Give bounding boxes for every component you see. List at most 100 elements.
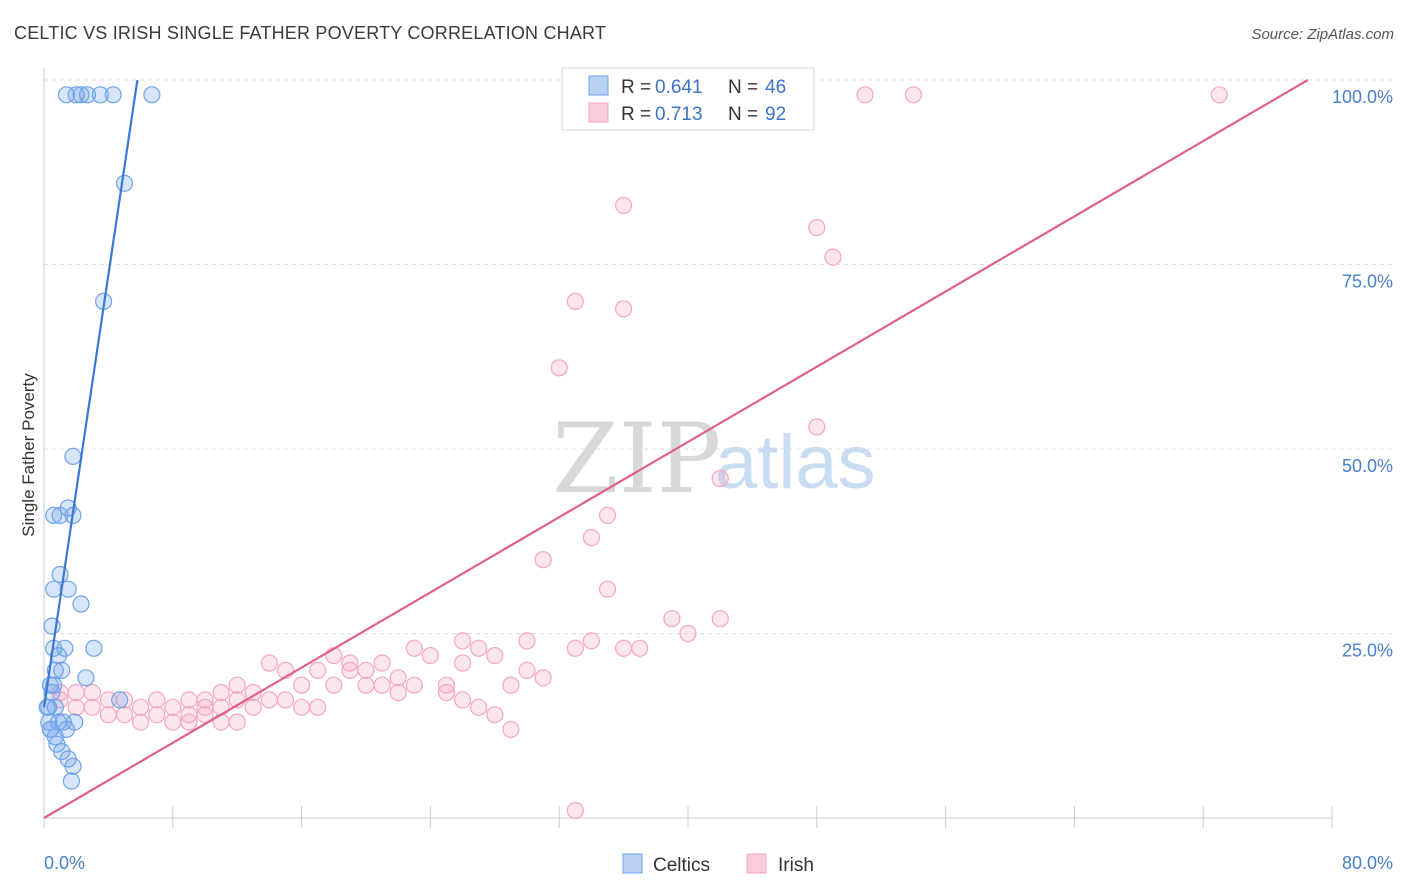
- watermark: ZIP atlas: [552, 403, 876, 515]
- irish-point-24: [470, 639, 488, 657]
- watermark-atlas: atlas: [715, 420, 876, 505]
- irish-point-46: [437, 676, 456, 694]
- celtics-point-16: [45, 580, 63, 598]
- irish-point-8: [808, 219, 826, 237]
- legend-r-value-1: 0.641: [655, 77, 703, 98]
- irish-point-74: [83, 683, 101, 702]
- celtics-point-17: [72, 595, 90, 613]
- y-tick-label-0: 25.0%: [1342, 641, 1393, 661]
- y-tick-label-3: 100.0%: [1332, 87, 1393, 107]
- irish-point-66: [180, 691, 198, 709]
- celtics-point-11: [45, 506, 63, 525]
- irish-point-17: [534, 551, 552, 569]
- irish-point-33: [373, 654, 391, 672]
- celtics-trend-line: [42, 79, 139, 708]
- irish-point-25: [405, 639, 423, 657]
- celtics-point-12: [51, 506, 69, 525]
- legend-r-label-1: R =: [621, 77, 651, 98]
- irish-point-81: [180, 713, 198, 731]
- celtics-point-3: [78, 86, 97, 104]
- irish-point-42: [518, 661, 536, 680]
- bottom-legend-swatch-irish: [746, 853, 767, 874]
- irish-point-5: [904, 86, 923, 104]
- irish-point-82: [196, 706, 214, 724]
- irish-point-65: [212, 698, 230, 716]
- irish-point-29: [631, 639, 649, 657]
- irish-point-54: [470, 698, 488, 716]
- irish-point-52: [437, 683, 456, 702]
- irish-point-34: [454, 654, 472, 672]
- legend-n-label-2: N =: [728, 104, 758, 125]
- irish-point-85: [148, 706, 166, 724]
- irish-point-55: [228, 676, 246, 694]
- irish-point-44: [373, 676, 391, 694]
- celtics-point-25: [77, 669, 95, 687]
- irish-point-51: [389, 683, 407, 702]
- irish-point-40: [357, 661, 375, 680]
- irish-point-38: [309, 661, 327, 680]
- irish-point-60: [309, 698, 327, 716]
- irish-point-56: [244, 683, 262, 702]
- irish-point-75: [67, 683, 85, 702]
- irish-point-79: [132, 713, 150, 731]
- legend-r-value-2: 0.713: [655, 104, 703, 125]
- celtics-point-21: [85, 639, 103, 657]
- irish-point-22: [454, 632, 472, 650]
- irish-point-41: [389, 669, 407, 687]
- irish-point-91: [566, 801, 584, 820]
- irish-point-87: [67, 698, 85, 716]
- irish-point-70: [148, 691, 166, 709]
- celtics-point-29: [111, 691, 129, 709]
- irish-point-16: [582, 528, 601, 547]
- legend-swatch-irish: [588, 102, 609, 123]
- x-tick-label-1: 80.0%: [1342, 853, 1393, 873]
- celtics-point-44: [62, 772, 81, 790]
- irish-point-26: [566, 639, 584, 657]
- irish-point-6: [1210, 86, 1228, 104]
- irish-point-47: [502, 676, 520, 694]
- legend-n-value-1: 46: [765, 77, 786, 98]
- irish-point-43: [534, 669, 552, 687]
- irish-point-28: [614, 639, 633, 657]
- y-axis-label: Single Father Poverty: [19, 373, 38, 537]
- irish-point-36: [260, 654, 278, 672]
- bottom-legend-label-irish: Irish: [778, 855, 814, 876]
- irish-point-53: [454, 691, 472, 709]
- legend-r-label-2: R =: [621, 104, 651, 125]
- irish-point-21: [679, 624, 697, 643]
- irish-point-89: [486, 706, 504, 724]
- celtics-point-7: [115, 174, 134, 192]
- celtics-point-5: [104, 86, 122, 104]
- irish-point-15: [598, 506, 617, 525]
- watermark-zip: ZIP: [552, 403, 721, 515]
- irish-point-58: [276, 691, 295, 709]
- legend: R = 0.641 N = 46 R = 0.713 N = 92: [561, 67, 815, 131]
- celtics-point-43: [57, 720, 76, 739]
- irish-point-86: [99, 706, 118, 724]
- irish-point-48: [293, 676, 311, 694]
- irish-point-9: [824, 248, 842, 266]
- irish-point-80: [164, 713, 182, 731]
- irish-point-30: [421, 646, 439, 665]
- irish-point-19: [663, 610, 681, 628]
- irish-point-78: [115, 706, 134, 724]
- irish-point-20: [711, 610, 729, 628]
- irish-point-23: [518, 632, 536, 650]
- celtics-point-6: [143, 86, 161, 104]
- irish-point-4: [856, 86, 874, 104]
- legend-swatch-celtics: [588, 75, 609, 96]
- chart-source: Source: ZipAtlas.com: [1251, 26, 1394, 43]
- irish-point-50: [357, 676, 375, 694]
- celtics-point-15: [59, 580, 77, 598]
- bottom-legend: Celtics Irish: [622, 853, 814, 876]
- gridlines: [44, 79, 1394, 634]
- irish-point-71: [132, 698, 150, 716]
- bottom-legend-label-celtics: Celtics: [653, 855, 710, 876]
- celtics-point-9: [64, 447, 82, 465]
- irish-point-69: [164, 698, 182, 716]
- irish-trend-line: [43, 79, 1309, 819]
- celtics-point-45: [38, 698, 56, 716]
- irish-point-18: [598, 580, 617, 598]
- irish-point-61: [212, 683, 230, 702]
